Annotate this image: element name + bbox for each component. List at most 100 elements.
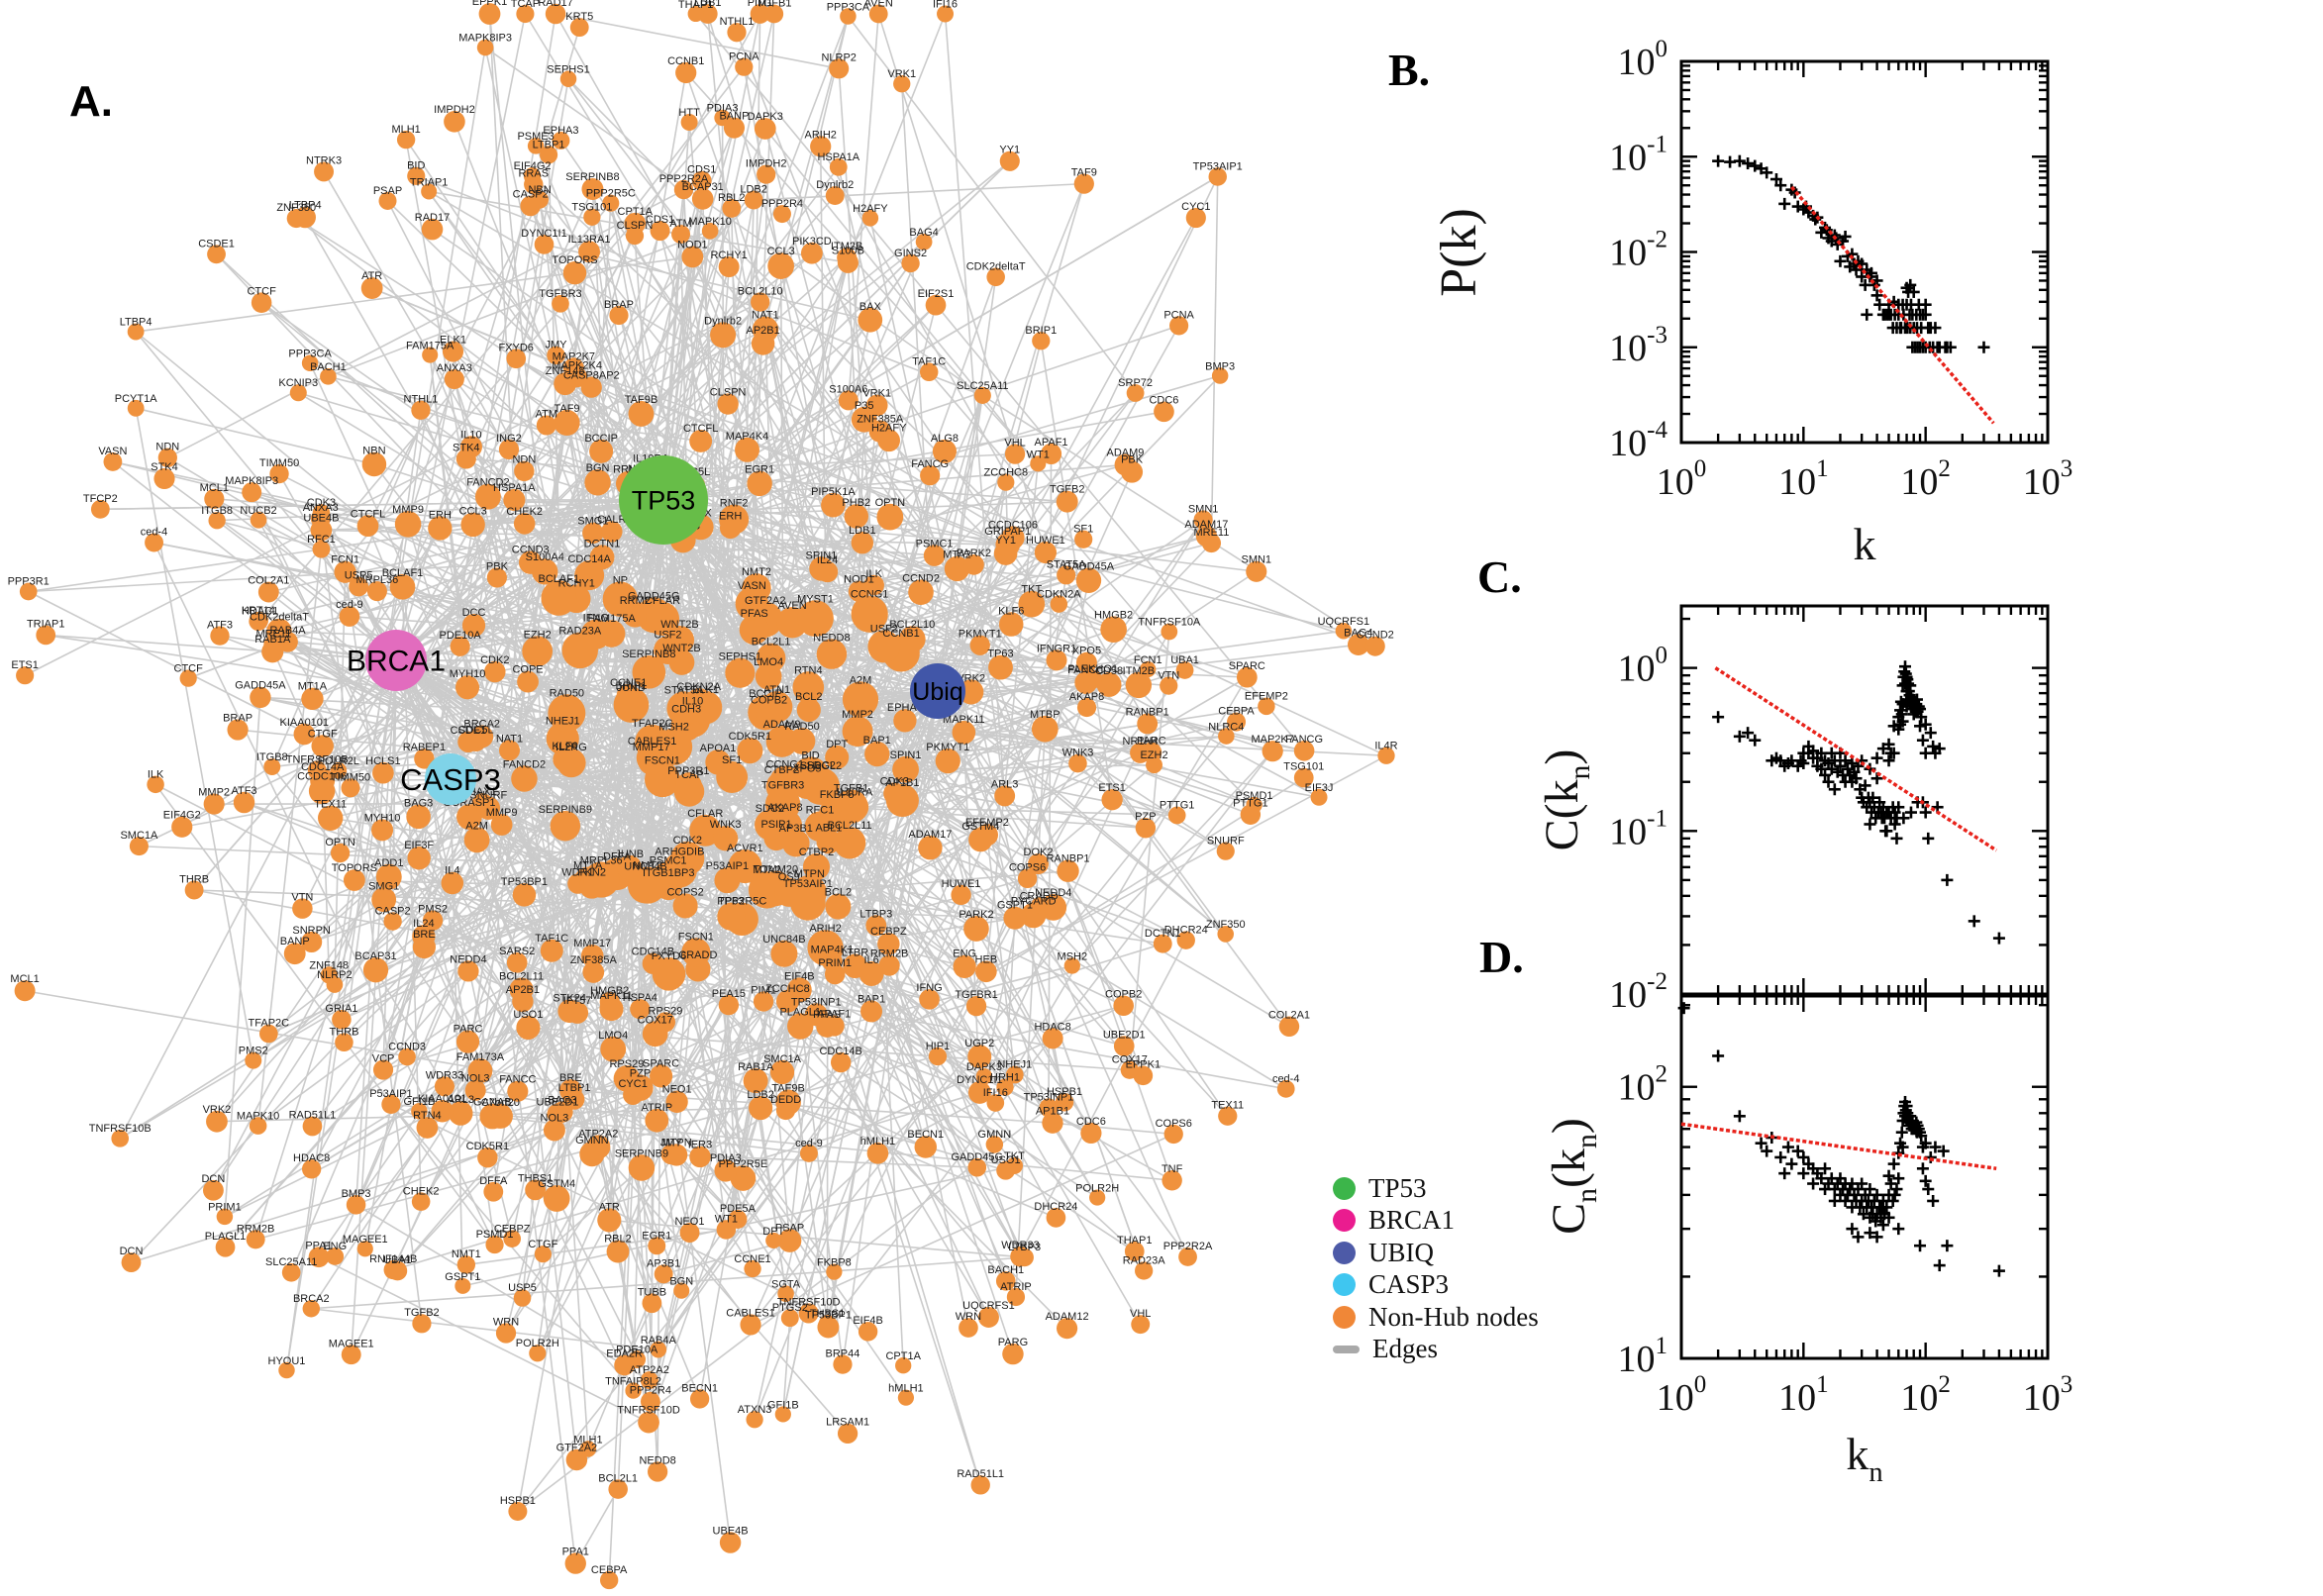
svg-text:TP53INP1: TP53INP1: [1024, 1091, 1074, 1103]
svg-text:10-1: 10-1: [1609, 131, 1667, 178]
svg-text:TGFB1: TGFB1: [834, 782, 868, 794]
svg-text:COPS6: COPS6: [1009, 862, 1046, 874]
svg-text:RANBP1: RANBP1: [1126, 707, 1169, 719]
svg-text:SPARC: SPARC: [1229, 660, 1265, 672]
svg-text:BAG3: BAG3: [548, 1094, 576, 1106]
svg-text:EPPK1: EPPK1: [472, 0, 507, 8]
svg-text:TSG101: TSG101: [1283, 761, 1324, 773]
svg-text:PLAGL1: PLAGL1: [779, 1006, 821, 1018]
svg-text:WRN: WRN: [956, 1311, 981, 1323]
svg-text:ITM2B: ITM2B: [831, 241, 862, 252]
svg-text:CDK3: CDK3: [307, 497, 336, 509]
svg-text:BCAP31: BCAP31: [682, 181, 724, 193]
svg-text:XPO5: XPO5: [792, 762, 821, 774]
svg-text:THRB: THRB: [179, 874, 209, 886]
svg-text:ATF3: ATF3: [231, 785, 256, 797]
svg-text:IL6: IL6: [863, 954, 878, 966]
svg-text:DFFA: DFFA: [479, 1175, 508, 1187]
svg-text:MAP2K7: MAP2K7: [1251, 734, 1293, 746]
svg-text:GINS2: GINS2: [894, 248, 927, 259]
svg-text:CDH3: CDH3: [671, 703, 701, 715]
svg-text:MAPK8IP3: MAPK8IP3: [225, 475, 278, 487]
svg-text:BAP1: BAP1: [858, 993, 885, 1005]
svg-text:USP5: USP5: [508, 1282, 537, 1294]
svg-text:103: 103: [2023, 1371, 2073, 1419]
svg-text:BRAP: BRAP: [604, 299, 634, 311]
svg-text:LDB2: LDB2: [740, 184, 767, 196]
svg-text:ETS1: ETS1: [11, 659, 39, 671]
svg-text:TP53INP1: TP53INP1: [791, 996, 842, 1008]
svg-text:FANCG: FANCG: [1285, 734, 1323, 746]
svg-text:Dynlrb2: Dynlrb2: [816, 179, 854, 191]
svg-text:102: 102: [1618, 1061, 1668, 1109]
svg-text:ced-9: ced-9: [795, 1138, 823, 1149]
svg-text:S100A6: S100A6: [829, 383, 867, 395]
svg-text:KIAA0101: KIAA0101: [280, 717, 330, 729]
svg-text:BCCIP: BCCIP: [584, 433, 618, 445]
svg-text:PPA1: PPA1: [562, 1546, 589, 1557]
svg-text:COX17: COX17: [1112, 1054, 1148, 1066]
svg-text:ATXN3: ATXN3: [738, 1404, 772, 1416]
svg-text:NEDD4: NEDD4: [1035, 887, 1071, 899]
svg-text:GTF2A2: GTF2A2: [556, 1443, 598, 1454]
svg-text:COPE: COPE: [512, 664, 543, 676]
plot-panel-b: 100 101 102 103 100 10-1 10-2 10-3 10-4 k P(k): [1431, 36, 2072, 569]
svg-text:BID: BID: [407, 160, 425, 172]
svg-text:PPP3CA: PPP3CA: [288, 349, 332, 360]
casp3-hub-label: CASP3: [400, 762, 501, 797]
svg-text:EIF2S1: EIF2S1: [918, 288, 955, 300]
svg-text:ALG8: ALG8: [931, 433, 959, 445]
svg-text:CTGF: CTGF: [308, 728, 338, 740]
svg-text:GTF2A2: GTF2A2: [745, 595, 786, 607]
svg-text:RAD50: RAD50: [784, 721, 819, 733]
svg-text:BCL2L10: BCL2L10: [738, 285, 783, 297]
svg-text:IFNG: IFNG: [916, 982, 942, 994]
svg-text:IFI16: IFI16: [983, 1087, 1008, 1099]
svg-text:NTHL1: NTHL1: [720, 16, 755, 28]
svg-text:ADD1: ADD1: [374, 857, 403, 869]
svg-text:TP53AIP1: TP53AIP1: [1193, 160, 1243, 172]
svg-text:BCLAF1: BCLAF1: [539, 573, 580, 585]
svg-text:IL10RA: IL10RA: [837, 786, 873, 798]
svg-text:CDC14A: CDC14A: [301, 761, 345, 773]
svg-text:BRCA2: BRCA2: [463, 719, 500, 731]
svg-text:YY1: YY1: [999, 145, 1020, 156]
svg-text:RCHY1: RCHY1: [558, 578, 595, 590]
svg-text:100: 100: [1618, 643, 1668, 690]
svg-text:BMP3: BMP3: [1205, 360, 1235, 372]
svg-text:RTN4: RTN4: [413, 1110, 442, 1122]
svg-text:GADD45A: GADD45A: [235, 680, 286, 692]
svg-text:TNFRSF10A: TNFRSF10A: [1138, 617, 1201, 629]
svg-text:EZH2: EZH2: [524, 629, 552, 641]
svg-text:10-2: 10-2: [1609, 227, 1667, 274]
svg-text:CCND3: CCND3: [512, 544, 550, 555]
svg-text:CTCF: CTCF: [174, 663, 204, 675]
svg-text:PKMYT1: PKMYT1: [959, 629, 1002, 641]
svg-text:NOD1: NOD1: [677, 240, 708, 251]
svg-text:FANCD2: FANCD2: [466, 477, 509, 489]
svg-text:UNC84B: UNC84B: [624, 860, 666, 872]
svg-text:CCDC106: CCDC106: [297, 771, 347, 783]
svg-text:PRIM1: PRIM1: [818, 957, 852, 969]
svg-text:EFEMP2: EFEMP2: [1245, 691, 1288, 703]
svg-text:DPT: DPT: [762, 1226, 784, 1238]
svg-text:PPP2R5C: PPP2R5C: [717, 896, 766, 908]
legend-label: TP53: [1368, 1172, 1427, 1203]
svg-text:CDK2: CDK2: [673, 835, 702, 847]
svg-text:HMGB2: HMGB2: [1094, 609, 1133, 621]
svg-text:MYH10: MYH10: [364, 812, 401, 824]
svg-text:EPPK1: EPPK1: [1126, 1059, 1161, 1071]
svg-text:BACH1: BACH1: [987, 1264, 1024, 1276]
svg-text:APAF1: APAF1: [1035, 437, 1068, 449]
svg-text:PPP3R1: PPP3R1: [8, 576, 50, 588]
svg-text:BRAP: BRAP: [223, 712, 252, 724]
ubiq-hub-label: Ubiq: [912, 678, 962, 706]
svg-text:ELK1: ELK1: [692, 684, 719, 696]
ubiq-hub-node: [910, 663, 965, 719]
svg-text:BCL2: BCL2: [825, 887, 853, 899]
svg-text:JUNB: JUNB: [617, 682, 646, 694]
svg-text:APAF1: APAF1: [817, 1009, 851, 1021]
svg-text:MT1A: MT1A: [298, 681, 328, 693]
svg-text:PEA15: PEA15: [712, 988, 746, 1000]
